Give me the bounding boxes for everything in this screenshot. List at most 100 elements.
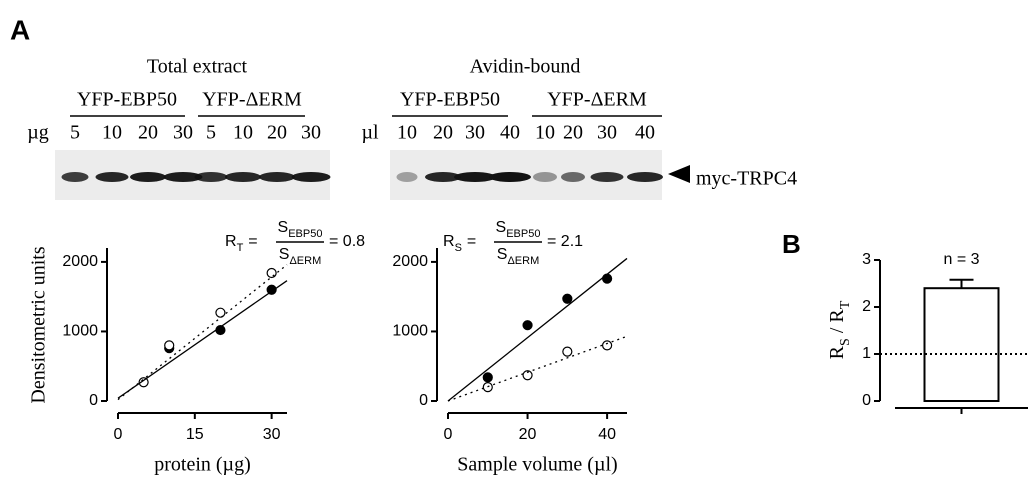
x-tick-label: 20 bbox=[519, 426, 537, 443]
lane-label: 40 bbox=[635, 122, 655, 144]
blot-band bbox=[561, 172, 585, 182]
y-tick-label: 1000 bbox=[62, 323, 98, 340]
x-tick-label: 0 bbox=[444, 426, 453, 443]
x-tick-label: 30 bbox=[263, 426, 281, 443]
data-point bbox=[216, 308, 225, 317]
blot-band bbox=[489, 172, 531, 182]
blot-band bbox=[259, 172, 295, 182]
group-label: YFP-ΔERM bbox=[547, 89, 647, 111]
panel-label: A bbox=[10, 14, 30, 45]
lane-label: 20 bbox=[433, 122, 453, 144]
equation-lhs: RS = bbox=[443, 233, 476, 254]
bar bbox=[925, 288, 999, 401]
eq-subscript: S bbox=[455, 242, 462, 254]
label-text: R bbox=[826, 345, 848, 359]
lane-label: 30 bbox=[597, 122, 617, 144]
blot-label: myc-TRPC4 bbox=[696, 168, 797, 190]
lane-label: 5 bbox=[206, 122, 216, 144]
eq-symbol: S bbox=[497, 246, 508, 263]
data-point bbox=[603, 274, 612, 283]
x-tick-label: 40 bbox=[598, 426, 616, 443]
lane-label: 10 bbox=[233, 122, 253, 144]
lane-label: 20 bbox=[563, 122, 583, 144]
y-tick-label: 2000 bbox=[392, 253, 428, 270]
label-subscript: S bbox=[838, 338, 853, 346]
lane-label: 30 bbox=[301, 122, 321, 144]
lane-label: 20 bbox=[138, 122, 158, 144]
lane-label: 10 bbox=[535, 122, 555, 144]
blot-title: Avidin-bound bbox=[470, 56, 581, 78]
lane-label: 5 bbox=[70, 122, 80, 144]
y-tick-label: 0 bbox=[419, 392, 428, 409]
x-tick-label: 15 bbox=[186, 426, 204, 443]
x-axis-label: Sample volume (µl) bbox=[457, 454, 617, 476]
eq-symbol: R bbox=[443, 233, 455, 250]
panel-label: B bbox=[782, 229, 801, 259]
eq-subscript: EBP50 bbox=[506, 228, 540, 240]
eq-symbol: S bbox=[278, 219, 289, 236]
data-point bbox=[267, 269, 276, 278]
equation-result: = 2.1 bbox=[547, 233, 583, 250]
annotation: n = 3 bbox=[943, 251, 979, 268]
eq-symbol: S bbox=[496, 219, 507, 236]
y-axis-label: RS / RT bbox=[826, 300, 853, 359]
figure: A B myc-TRPC4 Total extractµgYFP-EBP5051… bbox=[0, 0, 1028, 481]
y-tick-label: 1000 bbox=[392, 323, 428, 340]
data-point bbox=[523, 321, 532, 330]
x-axis-label: protein (µg) bbox=[154, 454, 251, 476]
blot-band bbox=[533, 172, 557, 182]
eq-sign: = bbox=[467, 233, 476, 250]
eq-subscript: T bbox=[237, 242, 244, 254]
equation-result: = 0.8 bbox=[329, 233, 365, 250]
blot-band bbox=[225, 172, 261, 182]
blot-band bbox=[397, 172, 418, 182]
data-point bbox=[483, 373, 492, 382]
group-label: YFP-ΔERM bbox=[202, 89, 302, 111]
data-point bbox=[603, 341, 612, 350]
equation-denominator: SΔERM bbox=[497, 246, 539, 267]
y-tick-label: 3 bbox=[862, 251, 871, 268]
eq-subscript: ΔERM bbox=[289, 255, 321, 267]
lane-label: 10 bbox=[397, 122, 417, 144]
blot-band bbox=[195, 172, 228, 182]
eq-subscript: ΔERM bbox=[507, 255, 539, 267]
blot-band bbox=[96, 172, 129, 182]
y-axis-label: Densitometric units bbox=[28, 246, 50, 403]
blot-band bbox=[62, 172, 89, 182]
y-tick-label: 2 bbox=[862, 298, 871, 315]
label-text: / R bbox=[826, 309, 848, 339]
blot-band bbox=[130, 172, 166, 182]
x-tick-label: 0 bbox=[114, 426, 123, 443]
fit-line bbox=[448, 258, 627, 401]
data-point bbox=[563, 347, 572, 356]
equation-denominator: SΔERM bbox=[279, 246, 321, 267]
blot-band bbox=[292, 172, 331, 182]
lane-unit: µg bbox=[27, 122, 49, 144]
lane-label: 20 bbox=[267, 122, 287, 144]
group-label: YFP-EBP50 bbox=[77, 89, 177, 111]
blot-band bbox=[591, 172, 624, 182]
lane-label: 40 bbox=[500, 122, 520, 144]
lane-label: 30 bbox=[465, 122, 485, 144]
lane-unit: µl bbox=[361, 122, 379, 144]
arrowhead bbox=[668, 165, 690, 183]
eq-symbol: S bbox=[279, 246, 290, 263]
eq-symbol: R bbox=[225, 233, 237, 250]
lane-label: 10 bbox=[102, 122, 122, 144]
data-point bbox=[563, 294, 572, 303]
eq-sign: = bbox=[248, 233, 257, 250]
equation-numerator: SEBP50 bbox=[496, 219, 541, 240]
y-tick-label: 2000 bbox=[62, 253, 98, 270]
y-tick-label: 0 bbox=[862, 392, 871, 409]
y-tick-label: 1 bbox=[862, 345, 871, 362]
blot-title: Total extract bbox=[147, 56, 248, 78]
y-tick-label: 0 bbox=[89, 392, 98, 409]
blot-band bbox=[627, 172, 663, 182]
equation-lhs: RT = bbox=[225, 233, 258, 254]
fit-line bbox=[118, 281, 287, 399]
lane-label: 30 bbox=[173, 122, 193, 144]
fit-line bbox=[448, 336, 627, 401]
page: {"panels": ["A", "B"], "blot_label": "my… bbox=[0, 0, 1028, 481]
label-subscript: T bbox=[838, 300, 853, 309]
group-label: YFP-EBP50 bbox=[400, 89, 500, 111]
